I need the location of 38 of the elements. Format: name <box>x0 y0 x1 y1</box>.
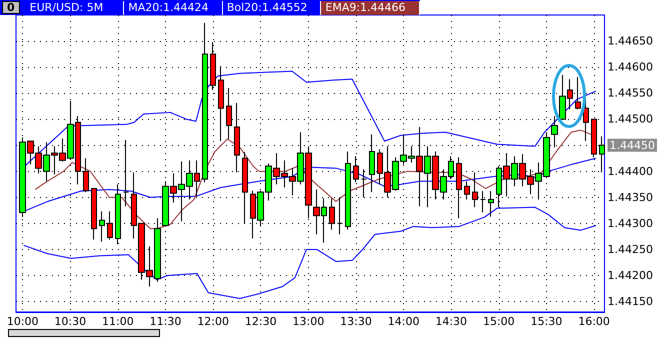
x-tick-label: 10:30 <box>54 315 86 328</box>
line-series <box>23 206 596 299</box>
x-tick-label: 14:00 <box>388 315 420 328</box>
text: EMA9:1.44466 <box>321 0 420 14</box>
line-series <box>23 70 596 168</box>
chart-title: EUR/USD: 5M <box>26 0 124 14</box>
candlestick <box>464 180 470 200</box>
y-tick-label: 1.44400 <box>608 164 654 178</box>
x-tick-label: 11:00 <box>102 315 134 328</box>
y-tick-label: 1.44550 <box>608 86 654 100</box>
text: MA20:1.44424 <box>124 0 223 14</box>
x-tick-label: 16:00 <box>578 315 610 328</box>
candlestick <box>337 196 343 235</box>
y-tick-label: 1.44150 <box>608 295 654 308</box>
x-tick-label: 13:00 <box>292 315 324 328</box>
x-tick-label: 11:30 <box>150 315 182 328</box>
candlestick <box>218 66 224 142</box>
y-tick-label: 1.44250 <box>608 242 654 256</box>
y-tick-label: 1.44450 <box>610 138 656 152</box>
candlestick <box>583 98 589 142</box>
x-tick-label: 10:00 <box>6 315 39 328</box>
candlestick <box>488 190 494 218</box>
x-tick-label: 12:00 <box>197 315 229 328</box>
y-tick-label: 1.44500 <box>608 112 654 126</box>
x-tick-label: 12:30 <box>244 315 277 328</box>
x-tick-label: 13:30 <box>340 315 372 328</box>
candlestick <box>575 76 581 110</box>
candlestick <box>91 188 97 240</box>
y-tick-label: 1.44350 <box>608 190 654 204</box>
text: 0 <box>2 1 20 14</box>
text: Bol20:1.44552 <box>222 0 322 14</box>
x-tick-label: 14:30 <box>435 315 468 328</box>
x-tick-label: 15:00 <box>482 315 515 328</box>
y-tick-label: 1.44650 <box>608 34 654 48</box>
y-tick-label: 1.44600 <box>608 60 654 74</box>
y-tick-label: 1.44300 <box>608 216 654 230</box>
x-tick-label: 15:30 <box>530 315 562 328</box>
y-tick-label: 1.44200 <box>608 269 654 282</box>
